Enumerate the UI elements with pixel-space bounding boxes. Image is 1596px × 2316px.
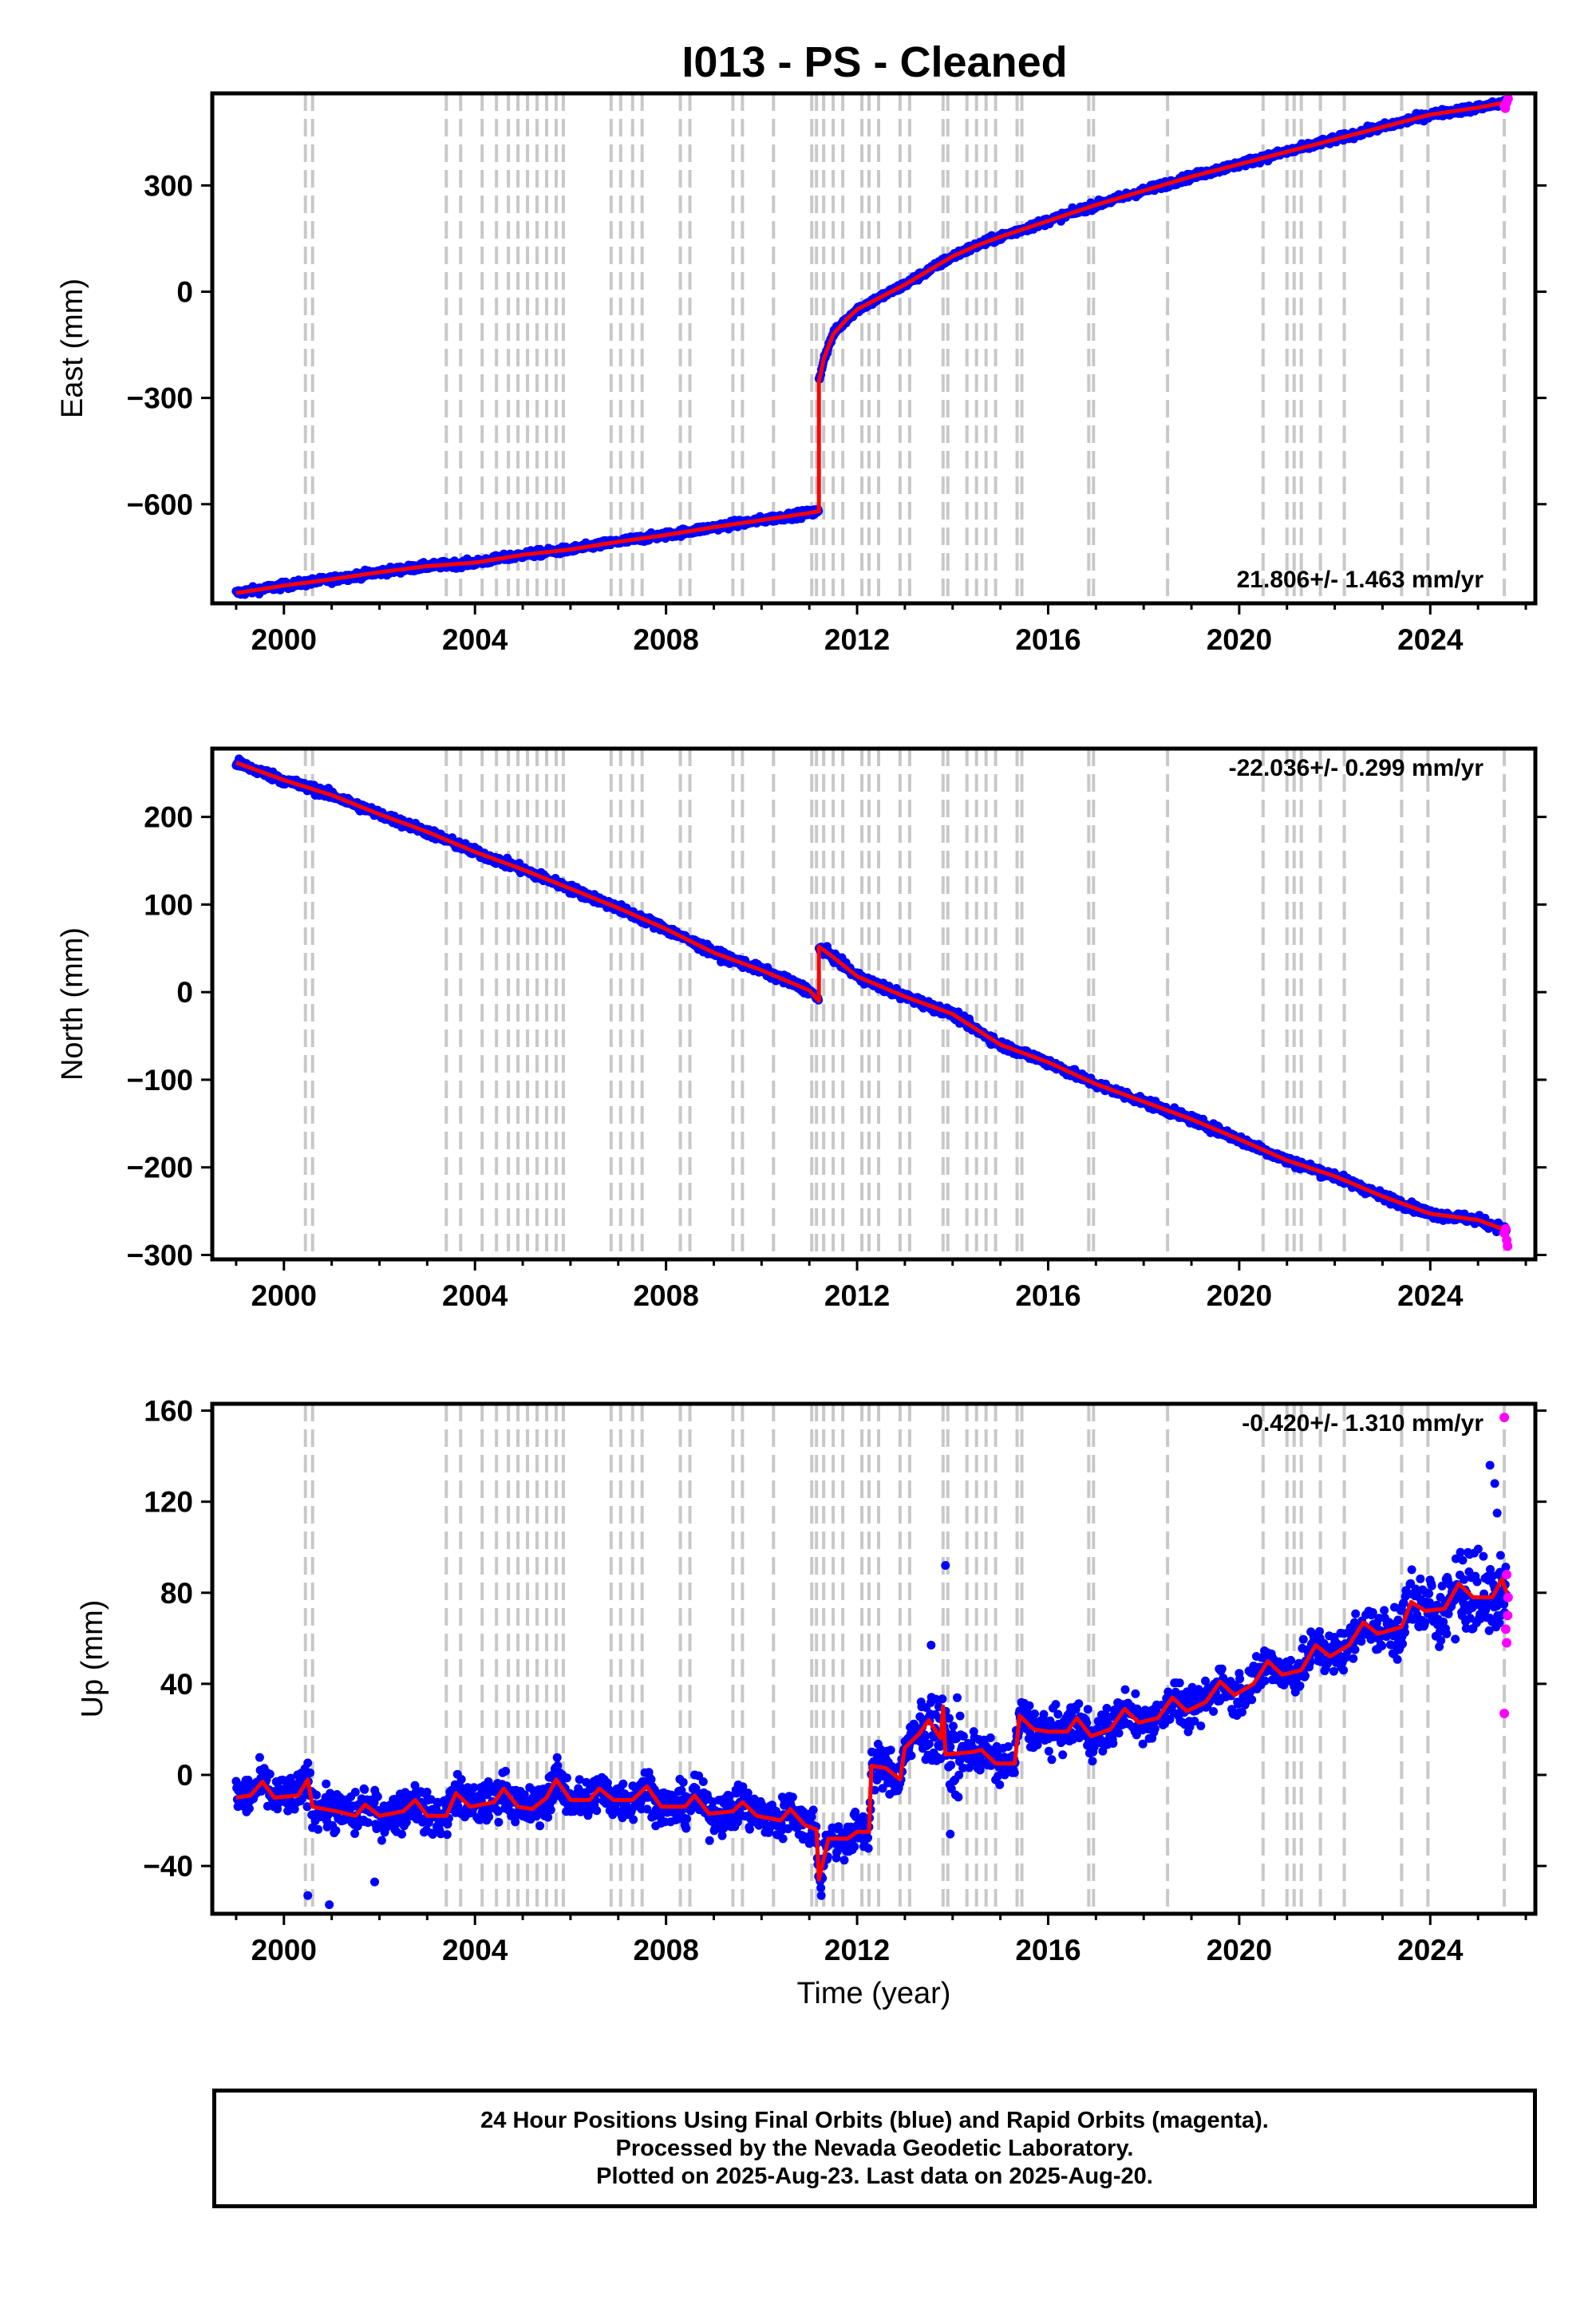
rapid-orbit-points: [1499, 93, 1513, 113]
data-point: [255, 1753, 264, 1762]
y-tick-label: −200: [127, 1152, 193, 1184]
y-tick-label: −300: [127, 382, 193, 415]
data-point: [331, 1826, 341, 1836]
y-tick-label: 0: [176, 276, 193, 309]
step-lines: [303, 749, 1507, 1259]
data-point: [322, 1779, 331, 1788]
velocity-label: 21.806+/- 1.463 mm/yr: [1237, 567, 1484, 593]
x-tick-label: 2016: [1015, 1279, 1080, 1312]
x-tick-label: 2000: [251, 623, 317, 656]
east-panel: 2000 2004 2008 2012 2016 2020 2024 −600 −300 0 300…: [56, 91, 1547, 656]
x-tick-label: 2024: [1397, 623, 1464, 656]
rapid-orbit-points: [1499, 1223, 1513, 1251]
rapid-point: [1503, 1241, 1513, 1251]
y-tick-label: 0: [176, 976, 193, 1009]
y-tick-label: 200: [144, 801, 193, 834]
data-point: [350, 1788, 360, 1797]
model-fit-line: [235, 100, 1507, 595]
x-tick-label: 2016: [1015, 623, 1080, 656]
data-point: [377, 1836, 386, 1845]
x-tick-label: 2004: [442, 1279, 508, 1312]
x-tick-label: 2004: [442, 623, 508, 656]
data-point: [360, 1784, 369, 1794]
data-point: [244, 1804, 254, 1813]
data-point: [306, 1768, 315, 1777]
data-point: [363, 1818, 373, 1828]
velocity-label: -22.036+/- 0.299 mm/yr: [1229, 755, 1484, 781]
x-tick-label: 2008: [633, 1279, 698, 1312]
x-tick-label: 2012: [824, 1279, 890, 1312]
y-tick-label: −100: [127, 1064, 193, 1097]
model-fit-line: [235, 761, 1507, 1233]
data-point: [326, 1788, 335, 1798]
y-axis-label: North (mm): [56, 927, 89, 1081]
data-point: [290, 1804, 299, 1814]
data-point: [265, 1769, 275, 1779]
data-point: [350, 1829, 360, 1838]
data-point: [302, 1802, 312, 1812]
y-tick-label: 100: [144, 888, 193, 921]
plot-frame: [210, 746, 1538, 1262]
y-tick-label: −300: [127, 1239, 193, 1272]
y-tick-label: −600: [127, 488, 193, 521]
x-tick-label: 2008: [633, 623, 698, 656]
y-axis-label: East (mm): [56, 279, 89, 418]
plot-frame: [210, 91, 1538, 606]
x-tick-label: 2024: [1397, 1279, 1464, 1312]
rapid-point: [1503, 93, 1513, 104]
data-point: [231, 1777, 241, 1786]
x-tick-label: 2020: [1207, 1279, 1272, 1312]
data-point: [273, 1804, 282, 1814]
x-tick-label: 2000: [251, 1279, 317, 1312]
rapid-point: [1500, 103, 1511, 113]
data-point: [312, 1790, 321, 1800]
data-point: [373, 1792, 382, 1801]
x-tick-label: 2012: [824, 623, 890, 656]
x-tick-label: 2020: [1207, 623, 1272, 656]
data-point: [314, 1824, 323, 1834]
data-point: [303, 1758, 313, 1768]
figure-title: I013 - PS - Cleaned: [681, 38, 1067, 86]
step-lines: [303, 93, 1507, 603]
north-panel: 2000 2004 2008 2012 2016 2020 2024−300−200−100…: [56, 746, 1547, 1312]
up-panel: 2000 2004 2008 2012 2016 2020 2024−40040801201…: [76, 1395, 1547, 2010]
y-tick-label: 300: [144, 169, 193, 202]
rapid-point: [1500, 1223, 1511, 1234]
